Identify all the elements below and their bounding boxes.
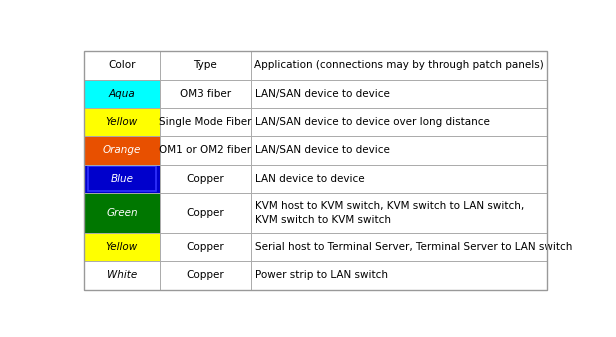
- Text: Blue: Blue: [110, 174, 134, 184]
- Text: Orange: Orange: [103, 146, 141, 155]
- Text: LAN/SAN device to device: LAN/SAN device to device: [254, 89, 389, 99]
- Bar: [84, 164, 160, 193]
- Bar: [160, 136, 251, 164]
- Text: Copper: Copper: [187, 174, 224, 184]
- Text: Application (connections may by through patch panels): Application (connections may by through …: [254, 60, 544, 70]
- Bar: [87, 166, 156, 191]
- Text: Color: Color: [108, 60, 136, 70]
- Text: White: White: [107, 271, 137, 280]
- Bar: [251, 164, 547, 193]
- Text: Yellow: Yellow: [106, 117, 138, 127]
- Bar: [160, 108, 251, 136]
- Text: Copper: Copper: [187, 242, 224, 252]
- Bar: [251, 80, 547, 108]
- Text: Copper: Copper: [187, 208, 224, 218]
- Bar: [84, 80, 160, 108]
- Text: OM3 fiber: OM3 fiber: [180, 89, 231, 99]
- Text: LAN/SAN device to device: LAN/SAN device to device: [254, 146, 389, 155]
- Bar: [84, 233, 160, 262]
- Text: OM1 or OM2 fiber: OM1 or OM2 fiber: [159, 146, 251, 155]
- Text: Type: Type: [193, 60, 217, 70]
- Bar: [251, 136, 547, 164]
- Bar: [251, 193, 547, 233]
- Bar: [160, 193, 251, 233]
- Text: Green: Green: [106, 208, 138, 218]
- Bar: [160, 262, 251, 289]
- Text: KVM host to KVM switch, KVM switch to LAN switch,
KVM switch to KVM switch: KVM host to KVM switch, KVM switch to LA…: [254, 202, 524, 224]
- Text: Aqua: Aqua: [108, 89, 136, 99]
- Text: Yellow: Yellow: [106, 242, 138, 252]
- Bar: [84, 108, 160, 136]
- Bar: [251, 108, 547, 136]
- Bar: [160, 233, 251, 262]
- Bar: [84, 262, 160, 289]
- Bar: [160, 164, 251, 193]
- Text: Serial host to Terminal Server, Terminal Server to LAN switch: Serial host to Terminal Server, Terminal…: [254, 242, 572, 252]
- Bar: [84, 136, 160, 164]
- Bar: [84, 51, 547, 80]
- Text: Single Mode Fiber: Single Mode Fiber: [159, 117, 251, 127]
- Text: LAN/SAN device to device over long distance: LAN/SAN device to device over long dista…: [254, 117, 490, 127]
- Bar: [160, 80, 251, 108]
- Text: LAN device to device: LAN device to device: [254, 174, 364, 184]
- Bar: [251, 233, 547, 262]
- Bar: [251, 262, 547, 289]
- Bar: [84, 193, 160, 233]
- Text: Copper: Copper: [187, 271, 224, 280]
- Text: Power strip to LAN switch: Power strip to LAN switch: [254, 271, 387, 280]
